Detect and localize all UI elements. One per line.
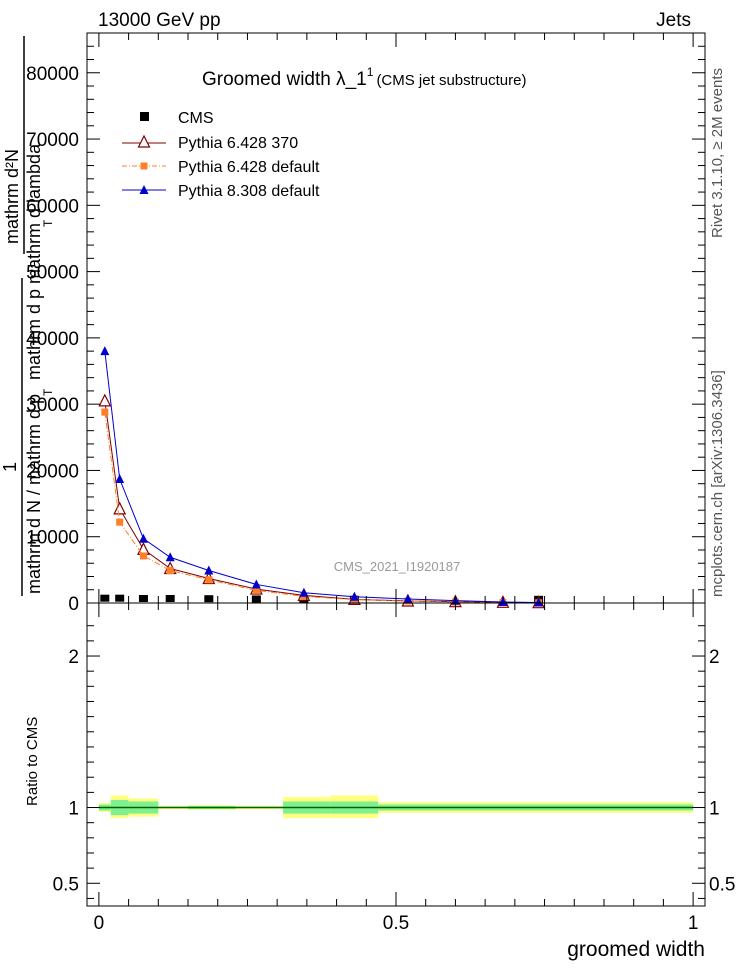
main-y-tick-label-5: 50000 [26, 263, 79, 284]
legend-marker-py8 [139, 185, 149, 194]
legend-label-cms: CMS [178, 110, 214, 127]
series-line-2 [104, 412, 539, 604]
ylabel-prefactor-num: 1 [0, 462, 20, 472]
series-2-point-3 [166, 567, 174, 575]
rivet-label: Rivet 3.1.10, ≥ 2M events [709, 68, 726, 238]
series-0-point-5 [251, 595, 261, 603]
legend-marker-cms [140, 112, 149, 121]
beam-label: 13000 GeV pp [98, 10, 221, 31]
series-2-point-1 [116, 518, 124, 526]
series-2-point-5 [252, 586, 260, 594]
series-1-point-0 [98, 393, 112, 407]
main-y-tick-label-4: 40000 [26, 329, 79, 350]
ylabel-numerator: mathrm d²N [2, 149, 22, 244]
series-line-3 [104, 351, 539, 603]
main-y-tick-label-3: 30000 [26, 395, 79, 416]
ratio-y-tick-label-0: 0.5 [53, 874, 79, 895]
series-3-point-8 [403, 594, 413, 604]
main-series [98, 346, 546, 609]
series-1-point-1 [113, 501, 127, 515]
series-3-point-7 [349, 591, 359, 601]
series-3-point-4 [204, 565, 214, 575]
chart-title: Groomed width λ_11 (CMS jet substructure) [202, 65, 526, 90]
series-3-point-5 [251, 579, 261, 589]
series-3-point-2 [138, 533, 148, 543]
ratio-y-axis-label: Ratio to CMS [24, 717, 41, 806]
series-2-point-4 [205, 576, 213, 584]
x-tick-label-1: 0.5 [383, 913, 409, 934]
mcplots-label: mcplots.cern.ch [arXiv:1306.3436] [709, 370, 726, 597]
series-2-point-0 [101, 408, 109, 416]
series-3-point-1 [115, 474, 125, 484]
series-3-point-6 [299, 587, 309, 597]
x-tick-label-0: 0 [94, 913, 105, 934]
ratio-y-tick-label-right-1: 1 [709, 799, 720, 820]
ratio-y-tick-label-right-2: 2 [709, 647, 720, 668]
x-axis-label: groomed width [567, 938, 705, 961]
legend-label-py8: Pythia 8.308 default [178, 183, 320, 200]
ratio-panel-frame [86, 602, 706, 907]
main-y-tick-label-7: 70000 [26, 130, 79, 151]
legend-marker-py6-370 [137, 134, 151, 148]
legend: CMS Pythia 6.428 370 Pythia 6.428 defaul… [122, 110, 320, 200]
main-y-tick-label-2: 20000 [26, 461, 79, 482]
main-y-tick-label-0: 0 [68, 594, 79, 615]
ylabel-denominator: mathrm d p mathrm d lambda [24, 143, 44, 380]
process-label: Jets [656, 10, 691, 31]
main-y-axis-label: mathrm d²N mathrm d p mathrm d lambda T … [0, 36, 55, 596]
ratio-y-tick-label-2: 2 [68, 647, 79, 668]
ratio-bands [98, 795, 694, 819]
ratio-y-tick-label-1: 1 [68, 799, 79, 820]
series-3-point-3 [165, 552, 175, 562]
analysis-watermark: CMS_2021_I1920187 [334, 559, 461, 574]
axes: 0 10000 20000 30000 40000 50000 60000 70000 8000… [26, 32, 735, 934]
main-y-tick-label-8: 80000 [26, 64, 79, 85]
series-0-point-1 [115, 594, 125, 602]
legend-label-py6-370: Pythia 6.428 370 [178, 135, 298, 152]
series-0-point-3 [165, 595, 175, 603]
series-3-point-10 [498, 597, 508, 607]
main-y-tick-label-6: 60000 [26, 196, 79, 217]
legend-label-py6-default: Pythia 6.428 default [178, 159, 320, 176]
legend-marker-py6-default [140, 162, 148, 170]
series-0-point-2 [138, 595, 148, 603]
ylabel-prefactor-den-sub: T [41, 388, 55, 396]
ylabel-denominator-sub: T [41, 219, 55, 227]
x-tick-label-2: 1 [688, 913, 699, 934]
series-3-point-11 [534, 597, 544, 607]
main-y-tick-label-1: 10000 [26, 528, 79, 549]
series-0-point-4 [204, 595, 214, 603]
ylabel-prefactor-den: mathrm d N / mathrm d p [24, 394, 44, 594]
series-2-point-2 [139, 552, 147, 560]
series-0-point-0 [100, 594, 110, 602]
ratio-y-tick-label-right-0: 0.5 [709, 874, 735, 895]
series-3-point-0 [100, 346, 110, 356]
